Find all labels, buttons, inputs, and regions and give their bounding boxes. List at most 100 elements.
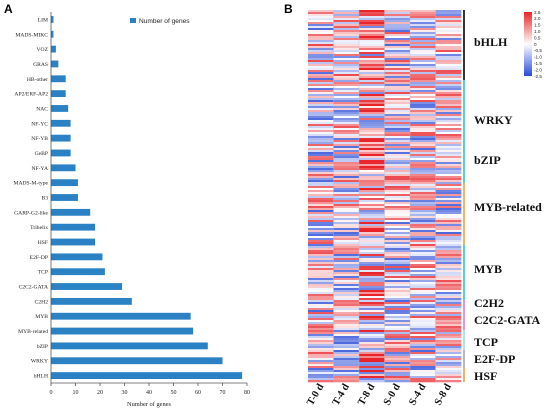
heatmap-cell	[359, 104, 385, 107]
heatmap-cell	[308, 110, 334, 113]
x-tick-label: 50	[171, 390, 177, 396]
heatmap-cell	[435, 234, 462, 237]
heatmap-cell	[333, 148, 360, 151]
heatmap-cell	[410, 284, 436, 287]
heatmap-cell	[410, 188, 436, 191]
heatmap-cell	[308, 170, 334, 173]
heatmap-cell	[435, 380, 462, 383]
heatmap-cell	[435, 230, 462, 233]
heatmap-cell	[359, 302, 385, 305]
heatmap-cell	[384, 304, 411, 307]
heatmap-cell	[435, 32, 462, 35]
heatmap-cell	[410, 310, 436, 313]
heatmap-cell	[410, 332, 436, 335]
heatmap-cell	[359, 12, 385, 15]
heatmap-cell	[333, 236, 360, 239]
heatmap-cell	[359, 62, 385, 65]
heatmap-cell	[435, 312, 462, 315]
heatmap-cell	[435, 106, 462, 109]
heatmap-cell	[333, 356, 360, 359]
heatmap-cell	[308, 40, 334, 43]
heatmap-cell	[308, 184, 334, 187]
heatmap-cell	[333, 202, 360, 205]
heatmap-cell	[308, 14, 334, 17]
heatmap-cell	[359, 226, 385, 229]
heatmap-cell	[359, 172, 385, 175]
heatmap-cell	[308, 372, 334, 375]
heatmap-cell	[384, 364, 411, 367]
bar-bhlh	[51, 372, 243, 379]
heatmap-cell	[435, 340, 462, 343]
heatmap-cell	[435, 174, 462, 177]
heatmap-cell	[384, 64, 411, 67]
heatmap-cell	[435, 282, 462, 285]
heatmap-cell	[359, 26, 385, 29]
heatmap-cell	[384, 218, 411, 221]
heatmap-cell	[435, 92, 462, 95]
heatmap-cell	[384, 248, 411, 251]
heatmap-cell	[384, 270, 411, 273]
heatmap-cell	[359, 72, 385, 75]
heatmap-cell	[308, 232, 334, 235]
heatmap-cell	[410, 236, 436, 239]
heatmap-cell	[384, 112, 411, 115]
heatmap-cell	[435, 300, 462, 303]
heatmap-cell	[333, 210, 360, 213]
category-label: MADS-M-type	[14, 181, 49, 187]
heatmap-cell	[384, 336, 411, 339]
heatmap-cell	[435, 144, 462, 147]
heatmap-cell	[359, 84, 385, 87]
heatmap-cell	[308, 180, 334, 183]
heatmap-cell	[308, 284, 334, 287]
heatmap-cell	[333, 164, 360, 167]
heatmap-cell	[410, 32, 436, 35]
heatmap-cell	[308, 56, 334, 59]
category-label: C2C2-GATA	[19, 285, 48, 291]
heatmap-cell	[435, 272, 462, 275]
heatmap-cell	[308, 144, 334, 147]
heatmap-cell	[435, 168, 462, 171]
heatmap-cell	[435, 84, 462, 87]
colorbar-tick-label: 1.5	[534, 23, 541, 28]
heatmap-cell	[308, 338, 334, 341]
heatmap-cell	[333, 278, 360, 281]
heatmap-cell	[384, 36, 411, 39]
heatmap-cell	[410, 64, 436, 67]
heatmap-cell	[384, 254, 411, 257]
heatmap-cell	[359, 188, 385, 191]
heatmap-cell	[308, 192, 334, 195]
heatmap-cell	[435, 352, 462, 355]
heatmap-cell	[410, 362, 436, 365]
heatmap-cell	[410, 116, 436, 119]
heatmap-cell	[308, 258, 334, 261]
heatmap-cell	[435, 302, 462, 305]
heatmap-cell	[384, 26, 411, 29]
heatmap-cell	[308, 346, 334, 349]
heatmap-cell	[384, 104, 411, 107]
heatmap-cell	[410, 216, 436, 219]
bar-bzip	[51, 342, 208, 350]
heatmap-cell	[410, 80, 436, 83]
heatmap-cell	[308, 334, 334, 337]
heatmap-cell	[410, 164, 436, 167]
heatmap-cell	[435, 254, 462, 257]
heatmap-cell	[308, 32, 334, 35]
heatmap-cell	[359, 46, 385, 49]
heatmap-cell	[308, 266, 334, 269]
heatmap-cell	[359, 126, 385, 129]
heatmap-cell	[308, 366, 334, 369]
heatmap-cell	[359, 254, 385, 257]
heatmap-cell	[308, 306, 334, 309]
heatmap-cell	[333, 324, 360, 327]
heatmap-cell	[384, 244, 411, 247]
heatmap-cell	[435, 80, 462, 83]
heatmap-cell	[333, 362, 360, 365]
heatmap-cell	[435, 318, 462, 321]
heatmap-cell	[384, 72, 411, 75]
bar-hb-other	[51, 75, 66, 83]
bar-c2c2-gata	[51, 283, 123, 290]
heatmap-cell	[333, 320, 360, 323]
heatmap-cell	[359, 196, 385, 199]
heatmap-cell	[384, 344, 411, 347]
heatmap-cell	[359, 278, 385, 281]
